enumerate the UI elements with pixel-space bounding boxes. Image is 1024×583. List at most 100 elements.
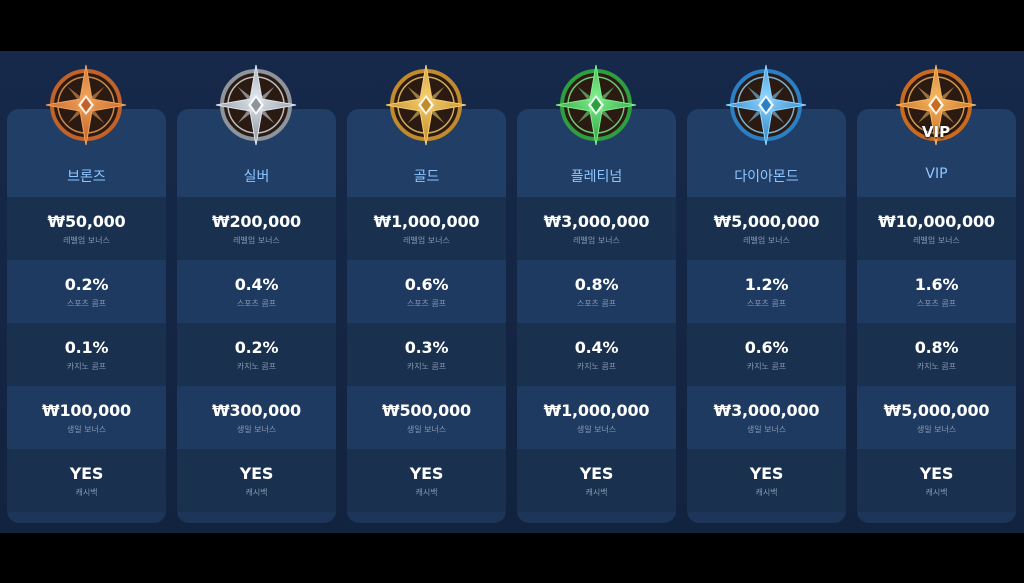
cashback-value: YES bbox=[919, 464, 954, 483]
emblem-graphic bbox=[895, 64, 977, 146]
casino-comp-value: 0.2% bbox=[234, 338, 279, 357]
birthday-bonus-row: ₩5,000,000 생일 보너스 bbox=[857, 386, 1016, 449]
casino-comp-label: 카지노 콤프 bbox=[406, 362, 447, 371]
sports-comp-label: 스포츠 콤프 bbox=[406, 299, 447, 308]
casino-comp-label: 카지노 콤프 bbox=[916, 362, 957, 371]
casino-comp-value: 0.6% bbox=[744, 338, 789, 357]
cashback-row: YES 캐시백 bbox=[687, 449, 846, 512]
tier-name: VIP bbox=[925, 166, 948, 182]
levelup-bonus-value: ₩5,000,000 bbox=[713, 212, 820, 231]
casino-comp-value: 0.4% bbox=[574, 338, 619, 357]
sports-comp-value: 1.6% bbox=[914, 275, 959, 294]
birthday-bonus-label: 생일 보너스 bbox=[576, 425, 617, 434]
levelup-bonus-row: ₩3,000,000 레벨업 보너스 bbox=[517, 197, 676, 260]
sports-comp-row: 1.6% 스포츠 콤프 bbox=[857, 260, 1016, 323]
tier-name: 브론즈 bbox=[67, 169, 106, 185]
casino-comp-row: 0.8% 카지노 콤프 bbox=[857, 323, 1016, 386]
sports-comp-label: 스포츠 콤프 bbox=[576, 299, 617, 308]
cashback-label: 캐시백 bbox=[585, 488, 608, 497]
casino-comp-value: 0.3% bbox=[404, 338, 449, 357]
tier-card-gold: 골드 ₩1,000,000 레벨업 보너스 0.6% 스포츠 콤프 0.3% 카… bbox=[347, 109, 506, 523]
levelup-bonus-row: ₩10,000,000 레벨업 보너스 bbox=[857, 197, 1016, 260]
birthday-bonus-value: ₩1,000,000 bbox=[543, 401, 650, 420]
sports-comp-value: 1.2% bbox=[744, 275, 789, 294]
sports-comp-row: 0.4% 스포츠 콤프 bbox=[177, 260, 336, 323]
tier-card-platinum: 플레티넘 ₩3,000,000 레벨업 보너스 0.8% 스포츠 콤프 0.4%… bbox=[517, 109, 676, 523]
tier-name: 실버 bbox=[243, 169, 270, 185]
casino-comp-value: 0.8% bbox=[914, 338, 959, 357]
sports-comp-label: 스포츠 콤프 bbox=[236, 299, 277, 308]
birthday-bonus-value: ₩3,000,000 bbox=[713, 401, 820, 420]
casino-comp-label: 카지노 콤프 bbox=[576, 362, 617, 371]
birthday-bonus-row: ₩500,000 생일 보너스 bbox=[347, 386, 506, 449]
levelup-bonus-label: 레벨업 보너스 bbox=[233, 236, 280, 245]
emblem-graphic bbox=[725, 64, 807, 146]
vip-emblem-text: VIP bbox=[921, 123, 951, 141]
tier-card-header: 플레티넘 bbox=[517, 109, 676, 197]
cashback-row: YES 캐시백 bbox=[177, 449, 336, 512]
sports-comp-label: 스포츠 콤프 bbox=[66, 299, 107, 308]
tier-name: 골드 bbox=[413, 169, 440, 185]
casino-comp-row: 0.1% 카지노 콤프 bbox=[7, 323, 166, 386]
tier-cards: 브론즈 ₩50,000 레벨업 보너스 0.2% 스포츠 콤프 0.1% 카지노… bbox=[0, 51, 1024, 533]
levelup-bonus-value: ₩3,000,000 bbox=[543, 212, 650, 231]
sports-comp-value: 0.8% bbox=[574, 275, 619, 294]
sports-comp-label: 스포츠 콤프 bbox=[746, 299, 787, 308]
casino-comp-label: 카지노 콤프 bbox=[746, 362, 787, 371]
sports-comp-row: 0.6% 스포츠 콤프 bbox=[347, 260, 506, 323]
levelup-bonus-row: ₩200,000 레벨업 보너스 bbox=[177, 197, 336, 260]
birthday-bonus-value: ₩5,000,000 bbox=[883, 401, 990, 420]
birthday-bonus-row: ₩3,000,000 생일 보너스 bbox=[687, 386, 846, 449]
tier-name: 플레티넘 bbox=[570, 169, 623, 185]
cashback-label: 캐시백 bbox=[925, 488, 948, 497]
cashback-value: YES bbox=[409, 464, 444, 483]
levelup-bonus-row: ₩5,000,000 레벨업 보너스 bbox=[687, 197, 846, 260]
birthday-bonus-row: ₩300,000 생일 보너스 bbox=[177, 386, 336, 449]
tier-name: 다이아몬드 bbox=[734, 169, 799, 185]
tier-card-header: 골드 bbox=[347, 109, 506, 197]
tier-card-bronze: 브론즈 ₩50,000 레벨업 보너스 0.2% 스포츠 콤프 0.1% 카지노… bbox=[7, 109, 166, 523]
birthday-bonus-value: ₩500,000 bbox=[382, 401, 471, 420]
emblem-graphic bbox=[555, 64, 637, 146]
cashback-row: YES 캐시백 bbox=[347, 449, 506, 512]
birthday-bonus-label: 생일 보너스 bbox=[406, 425, 447, 434]
birthday-bonus-row: ₩100,000 생일 보너스 bbox=[7, 386, 166, 449]
casino-comp-row: 0.6% 카지노 콤프 bbox=[687, 323, 846, 386]
vip-tier-panel: 브론즈 ₩50,000 레벨업 보너스 0.2% 스포츠 콤프 0.1% 카지노… bbox=[0, 51, 1024, 533]
cashback-value: YES bbox=[749, 464, 784, 483]
birthday-bonus-label: 생일 보너스 bbox=[236, 425, 277, 434]
casino-comp-row: 0.3% 카지노 콤프 bbox=[347, 323, 506, 386]
casino-comp-row: 0.2% 카지노 콤프 bbox=[177, 323, 336, 386]
emblem-graphic bbox=[45, 64, 127, 146]
levelup-bonus-label: 레벨업 보너스 bbox=[63, 236, 110, 245]
vip-compass-emblem-icon: VIP bbox=[892, 61, 980, 149]
cashback-value: YES bbox=[69, 464, 104, 483]
casino-comp-label: 카지노 콤프 bbox=[236, 362, 277, 371]
emblem-graphic bbox=[385, 64, 467, 146]
tier-card-silver: 실버 ₩200,000 레벨업 보너스 0.4% 스포츠 콤프 0.2% 카지노… bbox=[177, 109, 336, 523]
platinum-compass-emblem-icon bbox=[552, 61, 640, 149]
levelup-bonus-value: ₩50,000 bbox=[47, 212, 126, 231]
sports-comp-label: 스포츠 콤프 bbox=[916, 299, 957, 308]
birthday-bonus-label: 생일 보너스 bbox=[66, 425, 107, 434]
sports-comp-row: 1.2% 스포츠 콤프 bbox=[687, 260, 846, 323]
levelup-bonus-label: 레벨업 보너스 bbox=[743, 236, 790, 245]
sports-comp-row: 0.8% 스포츠 콤프 bbox=[517, 260, 676, 323]
birthday-bonus-label: 생일 보너스 bbox=[746, 425, 787, 434]
cashback-label: 캐시백 bbox=[415, 488, 438, 497]
cashback-row: YES 캐시백 bbox=[7, 449, 166, 512]
cashback-row: YES 캐시백 bbox=[517, 449, 676, 512]
sports-comp-value: 0.6% bbox=[404, 275, 449, 294]
cashback-label: 캐시백 bbox=[755, 488, 778, 497]
gold-compass-emblem-icon bbox=[382, 61, 470, 149]
tier-card-header: 다이아몬드 bbox=[687, 109, 846, 197]
levelup-bonus-value: ₩1,000,000 bbox=[373, 212, 480, 231]
levelup-bonus-label: 레벨업 보너스 bbox=[913, 236, 960, 245]
birthday-bonus-row: ₩1,000,000 생일 보너스 bbox=[517, 386, 676, 449]
levelup-bonus-row: ₩50,000 레벨업 보너스 bbox=[7, 197, 166, 260]
cashback-label: 캐시백 bbox=[245, 488, 268, 497]
sports-comp-row: 0.2% 스포츠 콤프 bbox=[7, 260, 166, 323]
diamond-compass-emblem-icon bbox=[722, 61, 810, 149]
cashback-value: YES bbox=[239, 464, 274, 483]
levelup-bonus-label: 레벨업 보너스 bbox=[573, 236, 620, 245]
